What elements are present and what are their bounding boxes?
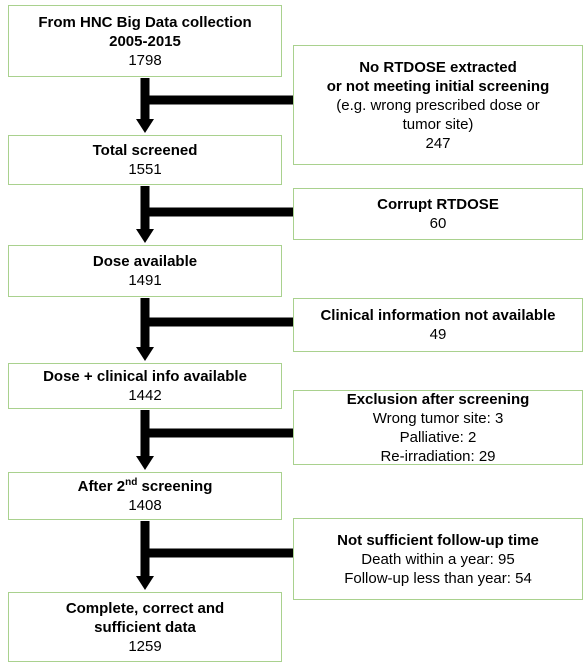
exclusion-detail: Palliative: 2 — [399, 428, 477, 446]
arrow-head — [136, 119, 154, 133]
exclusion-title: or not meeting initial screening — [326, 77, 550, 95]
step-count: 1798 — [128, 51, 162, 69]
step-title: 2005-2015 — [109, 32, 181, 50]
step-title-line: sufficient data — [94, 618, 196, 637]
exclusion-title: Clinical information not available — [320, 307, 556, 324]
step-title-superscript: nd — [125, 477, 138, 488]
arrow-head — [136, 229, 154, 243]
step-box: Complete, correct and sufficient data 1259 — [8, 592, 282, 662]
step-title-line: 2005-2015 — [109, 32, 181, 51]
step-title-end: screening — [137, 478, 213, 495]
exclusion-count: 247 — [425, 134, 451, 152]
exclusion-detail: Follow-up less than year: 54 — [344, 569, 532, 587]
step-box: Dose + clinical info available 1442 — [8, 363, 282, 409]
exclusion-box: Not sufficient follow-up time Death withi… — [293, 518, 583, 600]
exclusion-box: Clinical information not available 49 — [293, 298, 583, 352]
step-title-line: After 2nd screening — [78, 477, 213, 496]
step-title: Dose + clinical info available — [43, 368, 247, 385]
exclusion-title: Exclusion after screening — [346, 390, 530, 408]
step-title: From HNC Big Data collection — [38, 13, 252, 31]
step-title: Dose available — [92, 253, 198, 270]
exclusion-title: Not sufficient follow-up time — [337, 531, 539, 549]
step-title-line: Dose available — [93, 252, 197, 271]
step-box: From HNC Big Data collection 2005-2015 179… — [8, 5, 282, 77]
step-title: After 2 — [77, 478, 126, 495]
step-title-line: Complete, correct and — [66, 599, 224, 618]
step-title: Complete, correct and — [65, 599, 225, 617]
step-title: sufficient data — [94, 618, 196, 636]
step-count: 1259 — [128, 637, 162, 655]
exclusion-title: No RTDOSE extracted — [359, 58, 517, 76]
step-title-line: Dose + clinical info available — [43, 367, 247, 386]
step-count: 1491 — [128, 272, 162, 289]
exclusion-box: No RTDOSE extracted or not meeting initia… — [293, 45, 583, 165]
step-count: 1551 — [128, 161, 162, 178]
step-box: After 2nd screening 1408 — [8, 472, 282, 520]
step-title: Total screened — [92, 142, 198, 159]
arrow-head — [136, 456, 154, 470]
step-box: Dose available 1491 — [8, 245, 282, 297]
step-title-line: Total screened — [93, 141, 198, 160]
exclusion-title: Corrupt RTDOSE — [377, 196, 499, 213]
exclusion-count: 49 — [429, 326, 447, 343]
step-count: 1442 — [128, 387, 162, 404]
exclusion-detail: (e.g. wrong prescribed dose or — [336, 96, 540, 114]
exclusion-count: 60 — [429, 215, 447, 232]
exclusion-box: Corrupt RTDOSE 60 — [293, 188, 583, 240]
arrow-head — [136, 347, 154, 361]
exclusion-detail: Death within a year: 95 — [361, 550, 515, 568]
step-title-line: From HNC Big Data collection — [38, 13, 251, 32]
step-box: Total screened 1551 — [8, 135, 282, 185]
exclusion-box: Exclusion after screening Wrong tumor sit… — [293, 390, 583, 465]
exclusion-detail: Re-irradiation: 29 — [380, 447, 496, 465]
exclusion-detail: tumor site) — [402, 115, 474, 133]
exclusion-detail: Wrong tumor site: 3 — [372, 409, 504, 427]
arrow-head — [136, 576, 154, 590]
step-count: 1408 — [128, 497, 162, 514]
